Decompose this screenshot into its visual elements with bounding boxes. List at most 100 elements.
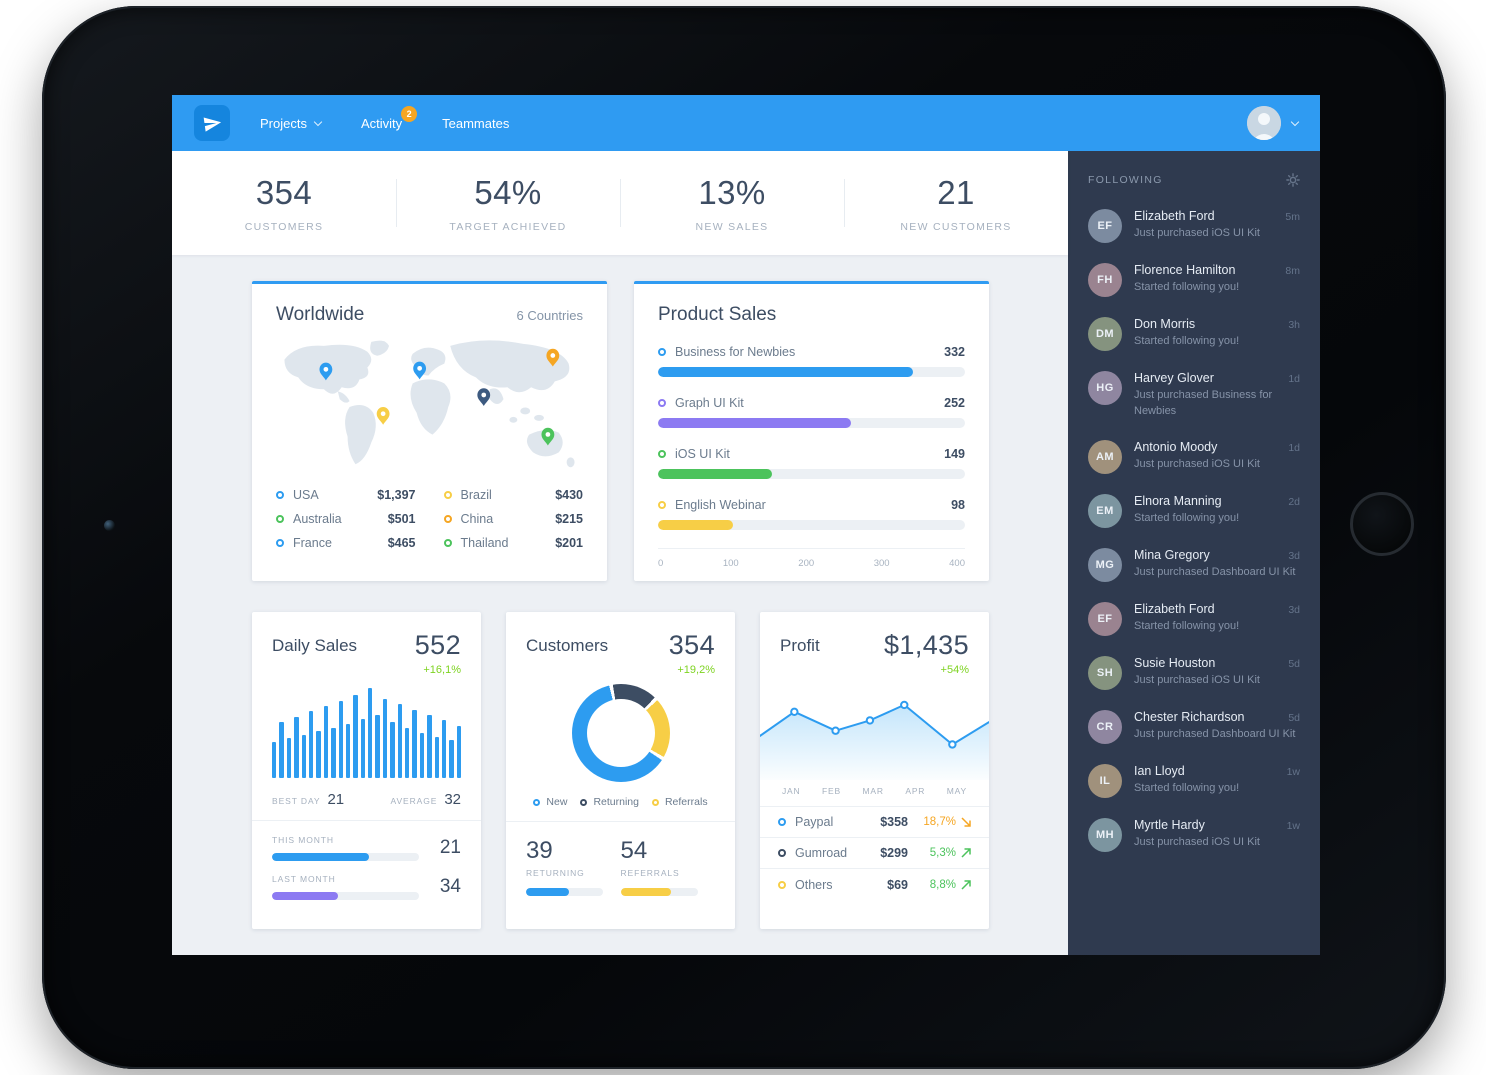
product-bar-fill [658, 520, 734, 530]
daily-sales-bar [449, 740, 454, 778]
product-sales-item-row: iOS UI Kit 149 [658, 447, 965, 461]
progress-value: 34 [439, 876, 461, 897]
average-value: 32 [444, 791, 461, 808]
customers-stats-section: 39 RETURNING 54 REFERRALS [506, 821, 735, 896]
home-button[interactable] [1350, 492, 1414, 556]
month-label: JAN [782, 786, 801, 796]
profit-trend-value: 8,8% [929, 878, 956, 891]
country-name: Brazil [460, 488, 492, 502]
average-label: AVERAGE [390, 796, 438, 806]
following-item[interactable]: IL Ian Lloyd 1w Started following you! [1068, 754, 1320, 808]
following-item[interactable]: MG Mina Gregory 3d Just purchased Dashboard… [1068, 538, 1320, 592]
product-bar-track [658, 520, 965, 530]
following-item[interactable]: EF Elizabeth Ford 5m Just purchased iOS UI … [1068, 199, 1320, 253]
country-bullet [443, 515, 452, 523]
progress-fill [272, 853, 370, 861]
daily-sales-bar [412, 709, 417, 778]
profit-amount: $69 [887, 877, 908, 892]
month-progress-main: THIS MONTH [272, 835, 419, 861]
stat-value: 354 [255, 173, 313, 211]
stat: 13% NEW SALES [620, 151, 844, 255]
following-item[interactable]: EM Elnora Manning 2d Started following you! [1068, 484, 1320, 538]
data-point [790, 707, 799, 716]
following-name: Elnora Manning [1134, 493, 1222, 508]
customer-stat-label: REFERRALS [620, 868, 680, 878]
daily-sales-bar [294, 716, 299, 778]
axis-label: 400 [949, 558, 965, 569]
avatar: AM [1088, 439, 1122, 474]
following-name: Florence Hamilton [1134, 263, 1236, 277]
following-name: Antonio Moody [1134, 439, 1218, 454]
country-row: Australia $501 [276, 512, 416, 526]
following-item[interactable]: SH Susie Houston 5d Just purchased iOS UI K… [1068, 646, 1320, 700]
country-bullet [276, 491, 284, 499]
following-text: Started following you! [1134, 281, 1240, 293]
following-text: Started following you! [1134, 511, 1240, 524]
gear-icon[interactable] [1286, 173, 1300, 187]
following-time: 5m [1285, 211, 1300, 223]
chevron-down-icon[interactable] [1290, 117, 1300, 126]
progress-value: 21 [439, 837, 461, 858]
product-label: Graph UI Kit [675, 396, 744, 410]
following-body: Elnora Manning 2d Started following you! [1134, 494, 1300, 528]
legend-label: Returning [593, 796, 639, 808]
nav-item-activity[interactable]: Activity 2 [361, 105, 418, 131]
nav-item-teammates[interactable]: Teammates [442, 116, 509, 131]
avatar: FH [1088, 263, 1122, 297]
following-item[interactable]: MH Myrtle Hardy 1w Just purchased iOS UI Ki… [1068, 808, 1320, 862]
product-sales-item-row: Graph UI Kit 252 [658, 396, 965, 410]
nav-label: Projects [260, 115, 307, 131]
paper-plane-icon [203, 117, 221, 132]
stat-label: NEW CUSTOMERS [900, 220, 1012, 233]
following-time: 1w [1286, 819, 1300, 832]
customer-stat-fill [620, 888, 671, 896]
country-value: $201 [555, 536, 583, 550]
daily-sales-bar [419, 733, 425, 778]
profit-amount: $358 [880, 815, 908, 829]
following-header-row: Ian Lloyd 1w [1134, 764, 1300, 778]
stat: 21 NEW CUSTOMERS [844, 151, 1068, 255]
avatar: EM [1088, 493, 1122, 528]
product-sales-card: Product Sales Business for Newbies 332 Gra… [634, 281, 989, 581]
stat: 54% TARGET ACHIEVED [396, 151, 620, 255]
following-body: Harvey Glover 1d Just purchased Business f… [1134, 371, 1300, 420]
customer-stat-track [526, 888, 604, 896]
following-item[interactable]: CR Chester Richardson 5d Just purchased Das… [1068, 700, 1320, 754]
following-time: 8m [1285, 265, 1300, 277]
product-sales-list: Business for Newbies 332 Graph UI Kit 252 iO… [658, 345, 965, 530]
following-body: Antonio Moody 1d Just purchased iOS UI Kit [1134, 440, 1300, 474]
product-bullet [658, 348, 666, 356]
product-bar-track [658, 367, 965, 377]
following-item[interactable]: FH Florence Hamilton 8m Started following y… [1068, 253, 1320, 307]
topbar-right [1247, 106, 1300, 140]
following-item[interactable]: HG Harvey Glover 1d Just purchased Business… [1068, 361, 1320, 430]
following-item[interactable]: AM Antonio Moody 1d Just purchased iOS UI K… [1068, 430, 1320, 484]
daily-sales-value: 552 [414, 630, 461, 660]
stat-value: 13% [698, 173, 766, 211]
following-list: EF Elizabeth Ford 5m Just purchased iOS UI … [1068, 199, 1320, 862]
country-value: $465 [387, 536, 416, 550]
following-name: Elizabeth Ford [1134, 601, 1215, 616]
trend-up-icon [961, 879, 971, 890]
profit-label: Others [795, 877, 833, 892]
following-body: Ian Lloyd 1w Started following you! [1134, 764, 1300, 798]
trend-up-icon [961, 848, 971, 858]
user-avatar[interactable] [1247, 106, 1281, 140]
month-label: APR [905, 786, 926, 796]
product-sales-axis: 0 100 200 300 400 [658, 548, 965, 569]
chevron-down-icon [313, 117, 323, 126]
daily-sales-bar [456, 725, 462, 778]
following-body: Susie Houston 5d Just purchased iOS UI Kit [1134, 656, 1300, 690]
following-item[interactable]: DM Don Morris 3h Started following you! [1068, 307, 1320, 361]
profit-bullet [778, 849, 786, 857]
profit-months-axis: JAN FEB MAR APR MAY [760, 780, 989, 807]
profit-trend-value: 5,3% [929, 847, 956, 859]
app-logo[interactable] [194, 105, 230, 141]
nav-item-projects[interactable]: Projects [260, 115, 323, 131]
month-label: MAR [862, 786, 884, 796]
following-body: Don Morris 3h Started following you! [1134, 317, 1300, 351]
following-item[interactable]: EF Elizabeth Ford 3d Started following you! [1068, 592, 1320, 646]
customers-value: 354 [668, 630, 715, 660]
following-time: 2d [1288, 495, 1300, 508]
data-point [900, 700, 909, 710]
